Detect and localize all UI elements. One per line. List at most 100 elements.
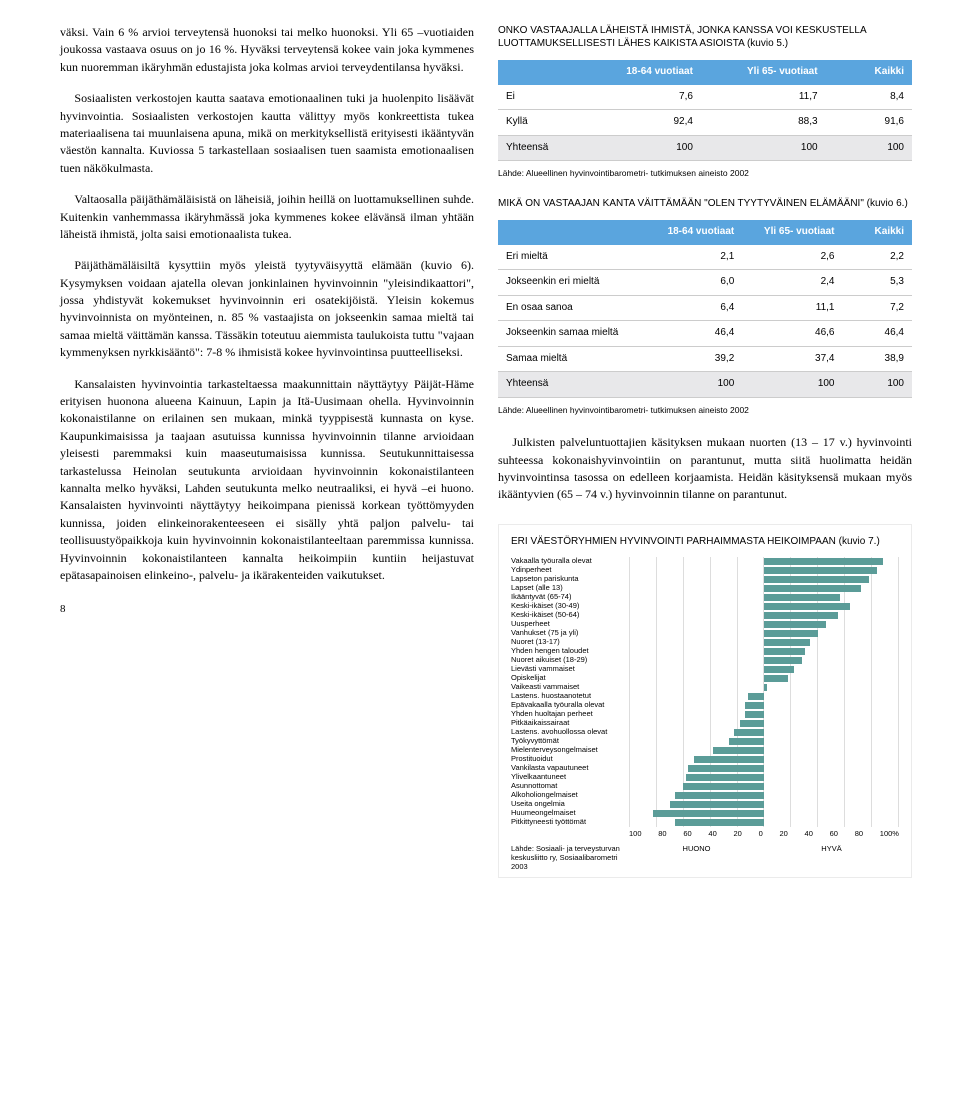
chart-bar (764, 684, 767, 691)
chart-bar-row (629, 773, 899, 782)
chart-bar-row (629, 710, 899, 719)
chart-bar (653, 810, 764, 817)
chart-bar-row (629, 782, 899, 791)
chart-row-label: Lastens. huostaanotetut (511, 692, 629, 701)
para-4: Päijäthämäläisiltä kysyttiin myös yleist… (60, 257, 474, 361)
chart-bar-row (629, 692, 899, 701)
table5-source: Lähde: Alueellinen hyvinvointibarometri-… (498, 167, 912, 179)
table5: 18-64 vuotiaatYli 65- vuotiaatKaikki Ei7… (498, 60, 912, 161)
chart-row-label: Lievästi vammaiset (511, 665, 629, 674)
left-column: väksi. Vain 6 % arvioi terveytensä huono… (60, 24, 474, 878)
table-cell: 5,3 (843, 270, 913, 296)
chart-bar (764, 675, 788, 682)
chart-bar-row (629, 638, 899, 647)
chart-row-label: Useita ongelmia (511, 800, 629, 809)
table-cell: 2,6 (742, 245, 842, 270)
chart-bar-row (629, 620, 899, 629)
table-row-label: Samaa mieltä (498, 346, 647, 372)
table-total-cell: 100 (647, 372, 743, 398)
chart-row-label: Lastens. avohuollossa olevat (511, 728, 629, 737)
chart7-title: ERI VÄESTÖRYHMIEN HYVINVOINTI PARHAIMMAS… (511, 535, 899, 550)
chart-row-label: Ikääntyvät (65-74) (511, 593, 629, 602)
table-row: Samaa mieltä39,237,438,9 (498, 346, 912, 372)
table-cell: 37,4 (742, 346, 842, 372)
table-cell: 2,4 (742, 270, 842, 296)
chart-bar-row (629, 800, 899, 809)
chart7-axis-left: HUONO (629, 844, 764, 871)
table-row-label: Ei (498, 85, 582, 110)
table-row-label: En osaa sanoa (498, 295, 647, 321)
table-row: Kyllä92,488,391,6 (498, 110, 912, 136)
table-cell: 91,6 (826, 110, 912, 136)
table-header-blank (498, 220, 647, 245)
table-row-label: Jokseenkin samaa mieltä (498, 321, 647, 347)
chart-row-label: Epävakaalla työuralla olevat (511, 701, 629, 710)
table-header-cell: Kaikki (826, 60, 912, 85)
chart-bar-row (629, 764, 899, 773)
chart-bar-row (629, 602, 899, 611)
table6-title: MIKÄ ON VASTAAJAN KANTA VÄITTÄMÄÄN "OLEN… (498, 197, 912, 210)
chart-row-label: Ylivelkaantuneet (511, 773, 629, 782)
chart-bar-row (629, 593, 899, 602)
table-cell: 6,0 (647, 270, 743, 296)
chart-bar-row (629, 728, 899, 737)
table-cell: 11,7 (701, 85, 826, 110)
table5-title: ONKO VASTAAJALLA LÄHEISTÄ IHMISTÄ, JONKA… (498, 24, 912, 50)
chart-row-label: Pitkäaikaissairaat (511, 719, 629, 728)
table-row: Jokseenkin eri mieltä6,02,45,3 (498, 270, 912, 296)
chart-bar-row (629, 611, 899, 620)
chart-bar (764, 657, 802, 664)
chart7-area: Vakaalla työuralla olevatYdinperheetLaps… (511, 557, 899, 827)
chart-bar (764, 639, 810, 646)
chart-bar (764, 621, 826, 628)
table-total-row: Yhteensä100100100 (498, 135, 912, 161)
chart-bar-row (629, 557, 899, 566)
chart-bar (764, 630, 818, 637)
table-cell: 92,4 (582, 110, 701, 136)
chart-row-label: Lapset (alle 13) (511, 584, 629, 593)
chart-row-label: Yhden hengen taloudet (511, 647, 629, 656)
para-5: Kansalaisten hyvinvointia tarkasteltaess… (60, 376, 474, 585)
chart-bar (694, 756, 764, 763)
chart-row-label: Keski-ikäiset (30-49) (511, 602, 629, 611)
chart7-block: ERI VÄESTÖRYHMIEN HYVINVOINTI PARHAIMMAS… (498, 524, 912, 878)
table-cell: 46,4 (647, 321, 743, 347)
chart-axis-tick: 80 (658, 829, 666, 840)
chart-axis-tick: 20 (733, 829, 741, 840)
chart7-bottom: Lähde: Sosiaali- ja terveysturvan keskus… (511, 844, 899, 871)
chart-row-label: Työkyvyttömät (511, 737, 629, 746)
chart-axis-tick: 40 (708, 829, 716, 840)
chart-bar (764, 567, 877, 574)
chart-axis-tick: 60 (830, 829, 838, 840)
table-header-cell: Yli 65- vuotiaat (742, 220, 842, 245)
table-row: Jokseenkin samaa mieltä46,446,646,4 (498, 321, 912, 347)
table-cell: 7,2 (843, 295, 913, 321)
page-number: 8 (60, 602, 474, 618)
table-total-cell: 100 (582, 135, 701, 161)
chart-bar-row (629, 566, 899, 575)
chart-row-label: Nuoret (13-17) (511, 638, 629, 647)
chart-bar (764, 594, 840, 601)
chart-row-label: Nuoret aikuiset (18-29) (511, 656, 629, 665)
para-1: väksi. Vain 6 % arvioi terveytensä huono… (60, 24, 474, 76)
chart-bar-row (629, 818, 899, 827)
table-total-cell: 100 (843, 372, 913, 398)
chart-bar-row (629, 737, 899, 746)
chart-bar (675, 792, 764, 799)
chart-row-label: Prostituoidut (511, 755, 629, 764)
chart-row-label: Asunnottomat (511, 782, 629, 791)
chart-bar-row (629, 701, 899, 710)
chart-bar (764, 648, 805, 655)
chart-bar (729, 738, 764, 745)
chart-bar (686, 774, 764, 781)
chart-bar (748, 693, 764, 700)
chart-row-label: Vaikeasti vammaiset (511, 683, 629, 692)
table-total-cell: 100 (826, 135, 912, 161)
chart-axis-tick: 0 (759, 829, 763, 840)
table-cell: 46,6 (742, 321, 842, 347)
chart-axis-tick: 100% (880, 829, 899, 840)
chart-bar (745, 711, 764, 718)
chart7-axis: 10080604020020406080100% (629, 829, 899, 840)
table-row: Ei7,611,78,4 (498, 85, 912, 110)
chart-bar-row (629, 665, 899, 674)
